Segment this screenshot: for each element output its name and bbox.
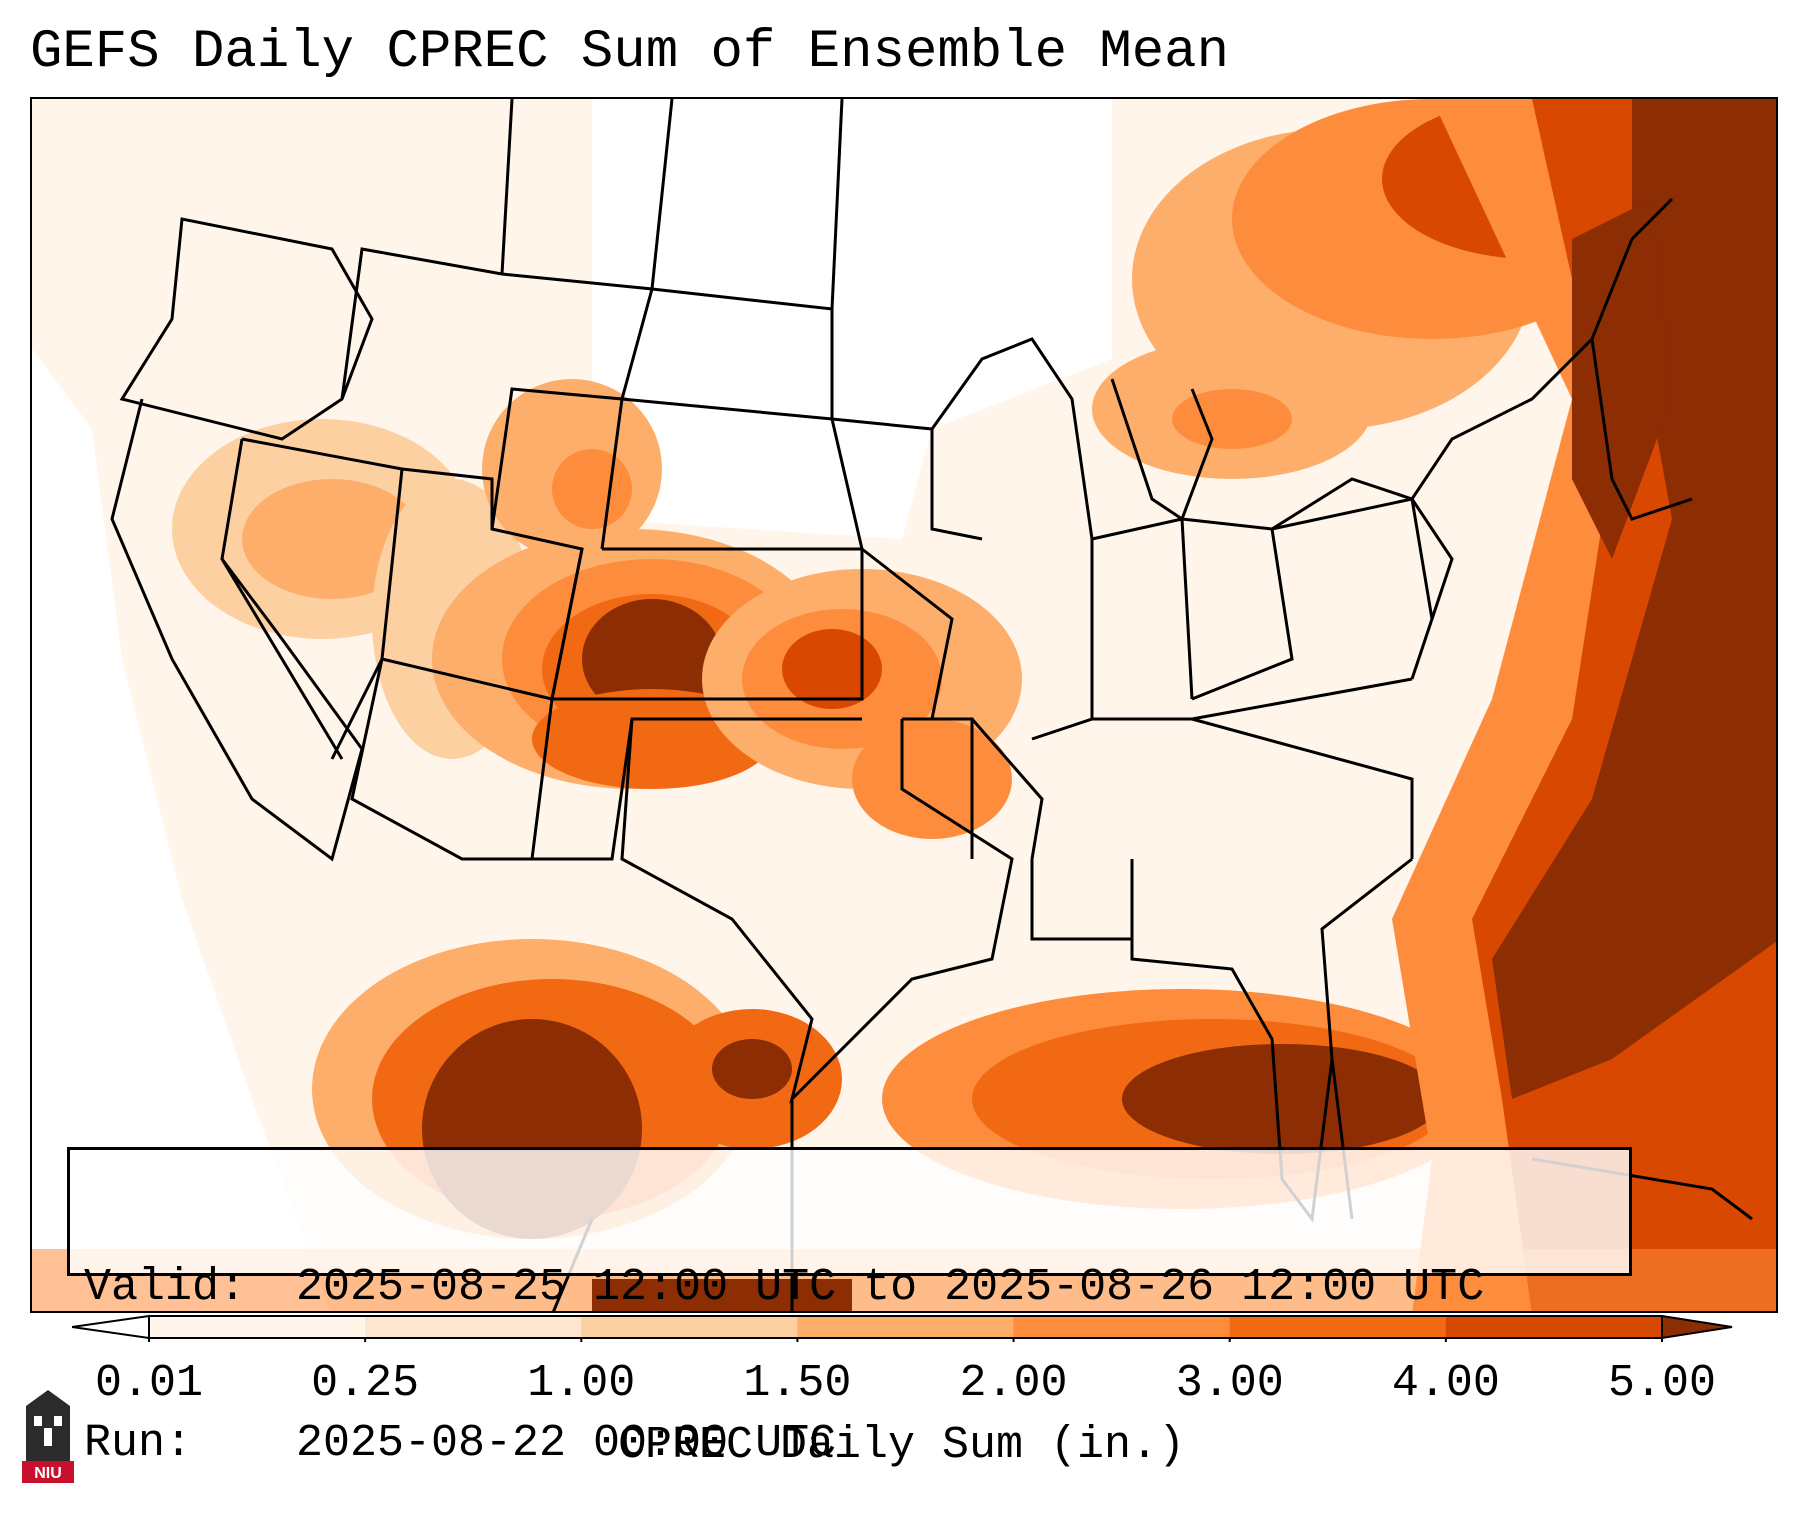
colorbar-segment xyxy=(1013,1316,1231,1338)
colorbar xyxy=(72,1314,1733,1342)
colorbar-segment xyxy=(581,1316,798,1338)
colorbar-tick-label: 0.25 xyxy=(311,1358,420,1409)
colorbar-tick-label: 0.01 xyxy=(94,1358,204,1409)
dry-area-plains xyxy=(592,99,1112,539)
colorbar-segment xyxy=(797,1316,1015,1338)
colorbar-tick-label: 2.00 xyxy=(959,1358,1068,1409)
colorbar-segment xyxy=(365,1316,582,1338)
precipitation-map xyxy=(30,97,1778,1313)
colorbar-tick-label: 5.00 xyxy=(1607,1358,1717,1409)
colorbar-segment xyxy=(149,1316,366,1338)
colorbar-under-extension xyxy=(72,1314,150,1340)
colorbar-tick-label: 1.00 xyxy=(527,1358,636,1409)
valid-value: 2025-08-25 12:00 UTC to 2025-08-26 12:00… xyxy=(296,1262,1485,1313)
colorbar-over-extension xyxy=(1661,1314,1733,1340)
colorbar-tick-label: 3.00 xyxy=(1175,1358,1284,1409)
colorbar-segment xyxy=(1229,1316,1447,1338)
run-label: Run: xyxy=(84,1418,193,1469)
ocean-pacific xyxy=(32,349,331,1311)
niu-logo: NIU xyxy=(22,1390,74,1483)
colorbar-segment xyxy=(1445,1316,1663,1338)
map-canvas xyxy=(32,99,1776,1311)
logo-text: NIU xyxy=(34,1465,62,1482)
colorbar-label: CPREC Daily Sum (in.) xyxy=(617,1420,1186,1471)
valid-run-info-box: Valid: 2025-08-25 12:00 UTC to 2025-08-26… xyxy=(67,1147,1632,1469)
colorbar-outline xyxy=(148,1315,1663,1339)
map-title: GEFS Daily CPREC Sum of Ensemble Mean xyxy=(30,22,1229,83)
valid-label: Valid: xyxy=(84,1262,247,1313)
run-row: Run: 2025-08-22 00:00 UTC xyxy=(84,1418,1629,1470)
run-value: 2025-08-22 00:00 UTC xyxy=(296,1418,837,1469)
colorbar-tick-label: 1.50 xyxy=(743,1358,852,1409)
colorbar-tick-label: 4.00 xyxy=(1391,1358,1500,1409)
valid-row: Valid: 2025-08-25 12:00 UTC to 2025-08-26… xyxy=(84,1262,1629,1314)
